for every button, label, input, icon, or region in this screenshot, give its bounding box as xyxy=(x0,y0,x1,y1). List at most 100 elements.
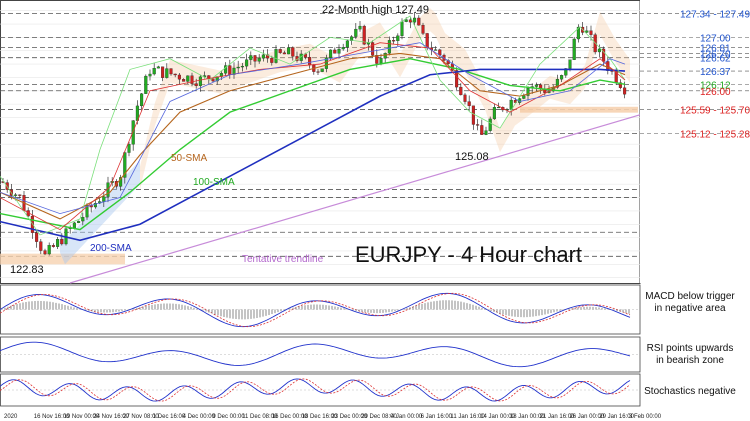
x-tick-label: 18 Jan 00:00 xyxy=(510,414,545,420)
candle-body xyxy=(404,19,408,22)
candle-body xyxy=(471,105,475,125)
x-tick-label: 4 Jan 00:00 xyxy=(391,414,423,420)
candle-body xyxy=(123,152,127,178)
level-panel-bg xyxy=(640,0,750,283)
candle-body xyxy=(618,82,622,88)
chart-title: EURJPY - 4 Hour chart xyxy=(355,242,582,267)
x-tick-label: 29 Jan 16:00 xyxy=(599,414,634,420)
candle-body xyxy=(408,19,412,23)
candle-body xyxy=(186,75,190,82)
candle-body xyxy=(396,35,400,42)
candle-body xyxy=(400,21,404,36)
x-tick-label: 18 Dec 16:00 xyxy=(302,414,338,420)
indicator-line xyxy=(0,341,631,368)
candle-body xyxy=(526,88,530,96)
candle-body xyxy=(576,26,580,40)
x-tick-label: 19 Nov 00:00 xyxy=(64,414,100,420)
candle-body xyxy=(383,53,387,59)
candle-body xyxy=(77,220,81,224)
candle-body xyxy=(93,202,97,208)
candle-body xyxy=(35,232,39,242)
indicator-note: in negative area xyxy=(654,303,726,314)
candle-body xyxy=(459,86,463,96)
candle-body xyxy=(467,101,471,106)
candle-body xyxy=(165,68,169,78)
candle-body xyxy=(240,65,244,68)
x-tick-label: 27 Nov 08:00 xyxy=(123,414,159,420)
level-label: 126.62 xyxy=(700,54,731,65)
candle-body xyxy=(425,33,429,49)
candle-body xyxy=(375,55,379,64)
x-tick-label: 4 Dec 00:00 xyxy=(183,414,216,420)
candle-body xyxy=(597,48,601,53)
support-zone-right xyxy=(520,106,638,113)
candle-body xyxy=(287,47,291,55)
sma200-label: 200-SMA xyxy=(90,243,132,254)
candle-body xyxy=(488,118,492,131)
x-tick-label: 26 Jan 00:00 xyxy=(569,414,604,420)
level-label: 126.37 xyxy=(700,67,731,78)
candle-body xyxy=(232,67,236,75)
candle-body xyxy=(274,49,278,63)
x-tick-label: 6 Jan 16:00 xyxy=(421,414,453,420)
level-label: 126.70 xyxy=(700,49,731,60)
level-label: 125.59 - 125.70 xyxy=(680,105,750,116)
candle-body xyxy=(278,49,282,53)
candle-body xyxy=(316,71,320,73)
x-tick-label: 11 Dec 08:00 xyxy=(242,414,278,420)
low-label: 125.08 xyxy=(455,151,489,163)
x-tick-label: 2020 xyxy=(4,414,18,420)
support-zones xyxy=(0,106,638,265)
trendline xyxy=(69,114,641,284)
candle-body xyxy=(131,120,135,145)
candle-body xyxy=(291,47,295,57)
candle-body xyxy=(140,93,144,107)
candle-body xyxy=(156,66,160,69)
candle-body xyxy=(81,216,85,222)
candle-body xyxy=(329,49,333,58)
conversion-line xyxy=(0,42,626,231)
candle-body xyxy=(589,30,593,35)
candle-body xyxy=(43,250,47,255)
candle-body xyxy=(585,30,589,33)
candle-body xyxy=(350,36,354,41)
level-label: 127.00 xyxy=(700,33,731,44)
candle-body xyxy=(161,66,165,78)
candle-body xyxy=(51,245,55,247)
candle-body xyxy=(194,83,198,86)
candle-body xyxy=(228,65,232,75)
candle-body xyxy=(476,124,480,126)
candle-body xyxy=(18,194,22,196)
candle-body xyxy=(484,130,488,135)
candle-body xyxy=(198,76,202,86)
candle-body xyxy=(47,245,51,255)
candle-body xyxy=(337,48,341,54)
candle-body xyxy=(257,58,261,62)
candle-body xyxy=(270,57,274,63)
candle-body xyxy=(354,28,358,37)
indicator-signal xyxy=(0,292,631,328)
trendline-label: Tentative trendline xyxy=(242,254,324,265)
candle-body xyxy=(119,177,123,187)
indicator-note: in bearish zone xyxy=(656,355,724,366)
candle-body xyxy=(320,68,324,72)
candle-body xyxy=(148,73,152,77)
high-label: 22-Month high 127.49 xyxy=(322,4,429,16)
x-tick-label: 16 Dec 00:00 xyxy=(272,414,308,420)
candle-body xyxy=(56,239,60,247)
level-label: 125.12 - 125.28 xyxy=(680,129,750,140)
x-tick-label: 21 Jan 16:00 xyxy=(540,414,575,420)
candle-body xyxy=(455,70,459,88)
candle-body xyxy=(324,57,328,69)
x-tick-label: 11 Jan 16:00 xyxy=(450,414,485,420)
candle-body xyxy=(497,106,501,109)
indicator-note: Stochastics negative xyxy=(644,386,736,397)
candle-body xyxy=(463,94,467,102)
x-tick-label: 29 Dec 08:00 xyxy=(361,414,397,420)
sma200-line xyxy=(0,68,626,242)
sma50-label: 50-SMA xyxy=(171,153,207,164)
candle-body xyxy=(144,75,148,94)
